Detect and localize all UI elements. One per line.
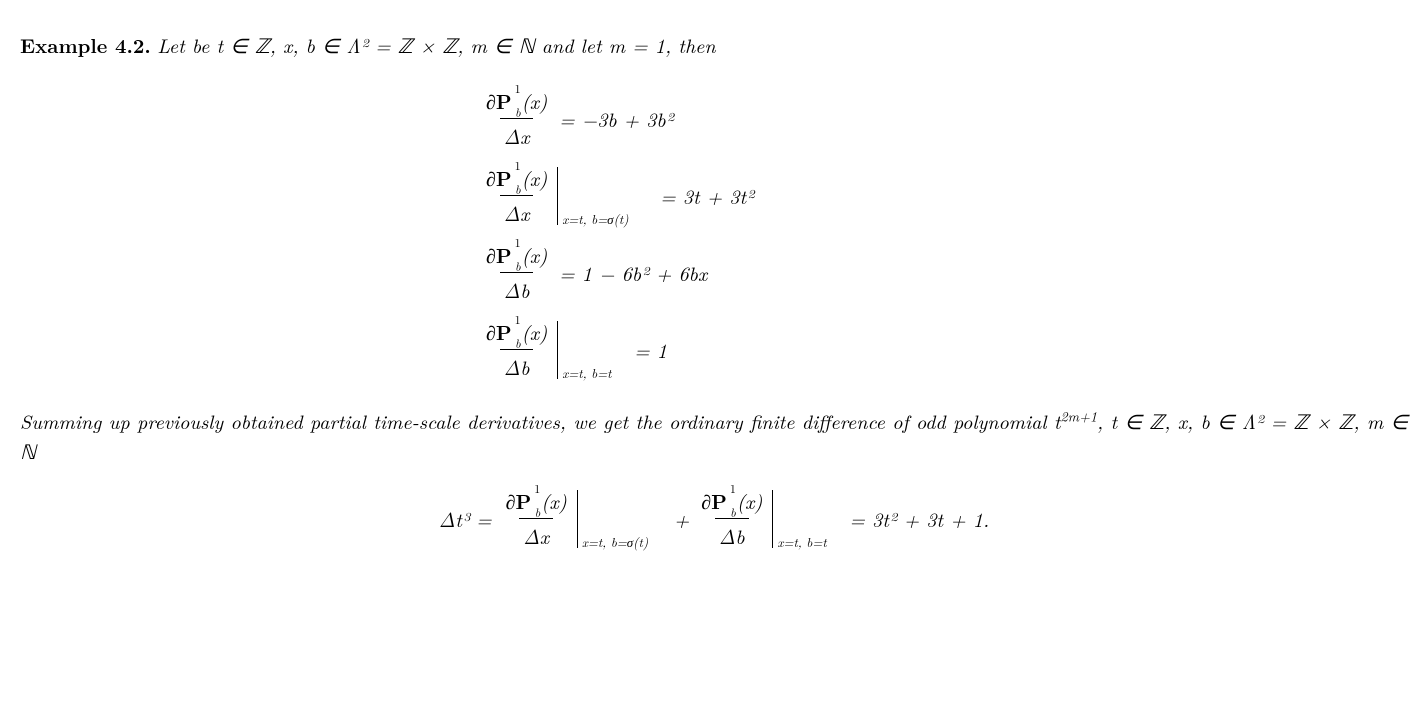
numerator: ∂P1b(x) [482,163,551,195]
fraction: ∂P1b(x) Δx [482,86,551,151]
rhs: = 1 − 6b² + 6bx [559,258,707,288]
eq-row-4: ∂P1b(x) Δb x=t, b=t = 1 [480,317,667,382]
plus-sign: + [674,504,689,534]
eval-bar: x=t, b=σ(t) [577,490,578,548]
eval-subscript: x=t, b=t [777,532,826,552]
eval-subscript: x=t, b=σ(t) [582,532,648,552]
eval-bar: x=t, b=σ(t) [557,167,558,225]
denominator: Δb [715,518,749,551]
fraction: ∂P1b(x) Δx [502,486,571,551]
para-text: Summing up previously obtained partial t… [20,406,1061,435]
rhs: = 3t + 3t² [660,181,754,211]
para-exponent: 2m+1 [1061,406,1098,426]
numerator: ∂P1b(x) [482,317,551,349]
numerator: ∂P1b(x) [482,86,551,118]
example-intro: Let be t ∈ ℤ, x, b ∈ Λ² = ℤ × ℤ, m ∈ ℕ a… [157,30,715,59]
fraction: ∂P1b(x) Δb [482,240,551,305]
denominator: Δb [500,349,534,382]
numerator: ∂P1b(x) [697,486,766,518]
eq-row-2: ∂P1b(x) Δx x=t, b=σ(t) = 3t + 3t² [480,163,754,228]
fraction: ∂P1b(x) Δb [697,486,766,551]
rhs: = −3b + 3b² [559,104,673,134]
example-heading: Example 4.2. Let be t ∈ ℤ, x, b ∈ Λ² = ℤ… [20,30,1408,60]
eval-bar: x=t, b=t [772,490,773,548]
eval-bar: x=t, b=t [557,321,558,379]
numerator: ∂P1b(x) [502,486,571,518]
denominator: Δx [519,518,553,551]
equation-block: ∂P1b(x) Δx = −3b + 3b² ∂P1b(x) Δx x=t, b… [480,80,1408,388]
denominator: Δx [500,118,534,151]
eq-row-3: ∂P1b(x) Δb = 1 − 6b² + 6bx [480,240,707,305]
summary-paragraph: Summing up previously obtained partial t… [20,406,1408,466]
eval-subscript: x=t, b=σ(t) [562,209,628,229]
eq-row-1: ∂P1b(x) Δx = −3b + 3b² [480,86,673,151]
denominator: Δx [500,195,534,228]
example-label: Example 4.2. [20,30,151,59]
eval-subscript: x=t, b=t [562,363,611,383]
final-rhs: = 3t² + 3t + 1. [849,504,989,534]
rhs: = 1 [634,335,667,365]
fraction: ∂P1b(x) Δb [482,317,551,382]
final-equation: Δt³ = ∂P1b(x) Δx x=t, b=σ(t) + ∂P1b(x) Δ… [20,486,1408,551]
fraction: ∂P1b(x) Δx [482,163,551,228]
numerator: ∂P1b(x) [482,240,551,272]
denominator: Δb [500,272,534,305]
final-lhs: Δt³ = [439,504,492,534]
